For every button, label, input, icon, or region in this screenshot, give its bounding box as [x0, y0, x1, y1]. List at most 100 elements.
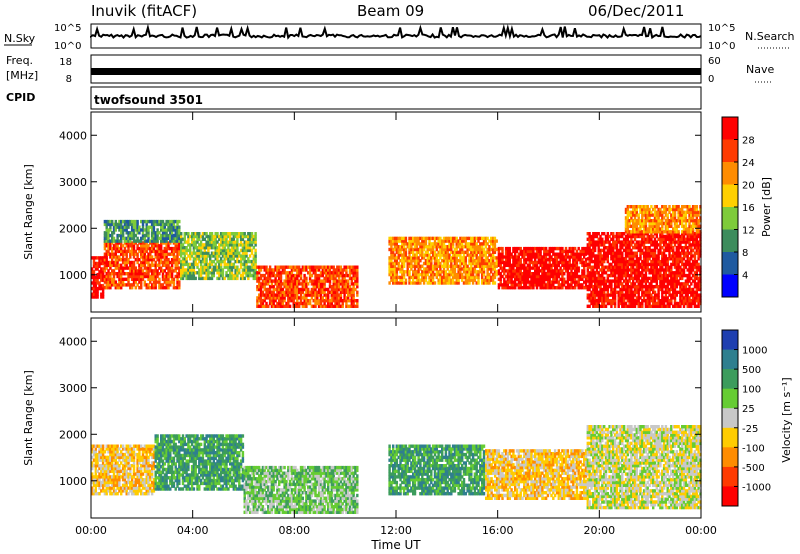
range-cell — [453, 247, 457, 252]
range-cell — [468, 267, 471, 271]
range-cell — [462, 253, 466, 257]
range-cell — [461, 256, 464, 260]
range-cell — [116, 258, 119, 262]
range-cell — [450, 259, 453, 263]
range-cell — [147, 225, 150, 229]
range-cell — [123, 283, 127, 287]
range-cell — [399, 250, 402, 254]
range-cell — [347, 293, 350, 297]
range-cell — [145, 219, 148, 224]
range-cell — [337, 282, 341, 286]
range-cell — [348, 287, 352, 292]
range-cell — [238, 268, 241, 272]
range-cell — [395, 272, 399, 277]
range-cell — [163, 260, 167, 265]
range-cell — [130, 233, 134, 238]
range-cell — [305, 282, 308, 286]
range-cell — [296, 273, 299, 278]
range-cell — [116, 244, 119, 248]
range-cell — [238, 271, 241, 275]
range-cell — [165, 277, 168, 281]
range-cell — [323, 287, 326, 292]
range-cell — [136, 239, 139, 243]
range-cell — [321, 304, 325, 308]
range-cell — [330, 299, 334, 303]
range-cell — [453, 275, 457, 280]
range-cell — [288, 287, 292, 292]
range-cell — [493, 281, 497, 285]
range-cell — [229, 248, 232, 253]
range-cell — [321, 299, 325, 303]
range-cell — [312, 304, 315, 308]
range-cell — [183, 248, 187, 253]
range-cell — [111, 269, 114, 273]
range-cell — [160, 286, 163, 290]
range-cell — [457, 259, 460, 263]
data-band — [103, 219, 181, 243]
range-cell — [495, 247, 498, 252]
range-cell — [461, 239, 464, 243]
range-cell — [265, 268, 268, 272]
range-cell — [243, 248, 246, 253]
range-cell — [96, 295, 99, 299]
range-cell — [141, 246, 145, 251]
range-cell — [134, 272, 138, 276]
range-cell — [112, 277, 116, 281]
range-cell — [259, 276, 263, 281]
range-cell — [198, 271, 201, 275]
range-cell — [130, 277, 134, 281]
range-cell — [310, 265, 314, 269]
range-cell — [209, 243, 212, 247]
range-cell — [145, 241, 148, 245]
range-cell — [150, 263, 154, 267]
range-cell — [288, 276, 292, 281]
range-cell — [118, 249, 121, 254]
range-cell — [169, 233, 172, 238]
range-cell — [281, 287, 285, 292]
range-cell — [455, 242, 458, 246]
range-cell — [290, 293, 294, 297]
range-cell — [132, 233, 136, 238]
range-cell — [158, 236, 161, 241]
range-cell — [267, 271, 270, 275]
range-cell — [165, 252, 168, 256]
range-cell — [141, 244, 145, 248]
range-cell — [247, 271, 250, 275]
range-cell — [254, 257, 257, 261]
range-cell — [446, 250, 449, 254]
range-cell — [393, 272, 397, 277]
range-cell — [138, 263, 141, 267]
range-cell — [94, 295, 98, 299]
range-cell — [428, 239, 431, 243]
range-cell — [317, 279, 321, 283]
range-cell — [316, 290, 319, 294]
range-cell — [412, 278, 415, 282]
range-cell — [328, 271, 332, 275]
range-cell — [317, 301, 321, 306]
range-cell — [272, 296, 275, 300]
range-cell — [103, 246, 107, 251]
range-cell — [134, 249, 138, 254]
range-cell — [252, 276, 256, 281]
range-cell — [123, 225, 127, 229]
range-cell — [278, 271, 281, 275]
range-cell — [428, 281, 431, 285]
range-cell — [328, 299, 332, 303]
range-cell — [254, 232, 257, 236]
range-cell — [156, 236, 159, 241]
range-cell — [327, 265, 330, 269]
range-cell — [214, 257, 217, 261]
range-cell — [167, 260, 170, 265]
range-cell — [129, 266, 132, 270]
range-cell — [207, 237, 210, 241]
range-cell — [219, 237, 223, 241]
range-cell — [437, 239, 440, 243]
range-cell — [441, 278, 444, 282]
range-cell — [354, 304, 357, 308]
range-cell — [178, 244, 181, 248]
range-cell — [150, 244, 154, 248]
range-cell — [294, 268, 297, 272]
range-cell — [279, 301, 283, 306]
range-cell — [152, 225, 156, 229]
range-cell — [459, 250, 462, 254]
